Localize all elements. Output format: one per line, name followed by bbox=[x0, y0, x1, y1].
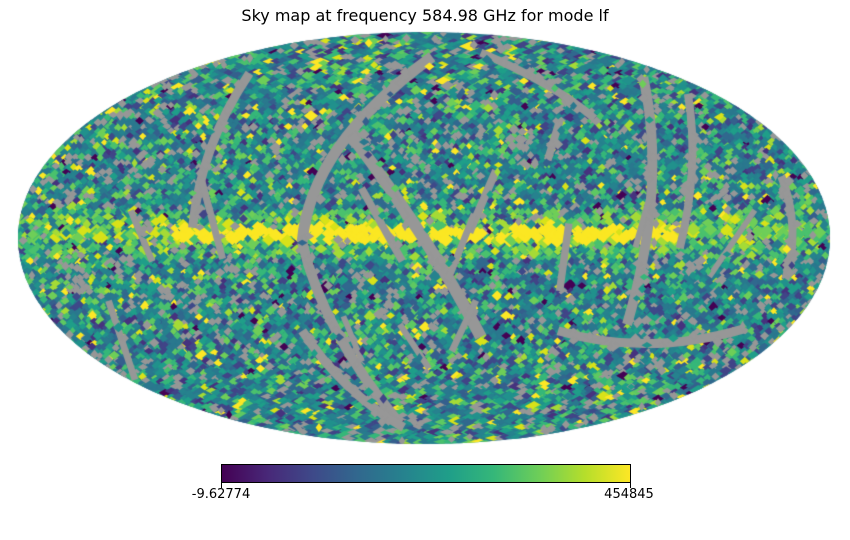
colorbar-tick-min bbox=[221, 483, 222, 488]
colorbar-gradient bbox=[221, 464, 631, 488]
colorbar-min-label: -9.62774 bbox=[191, 487, 251, 502]
colorbar-tick-max bbox=[630, 483, 631, 488]
colorbar-max-label: 454845 bbox=[604, 487, 654, 502]
